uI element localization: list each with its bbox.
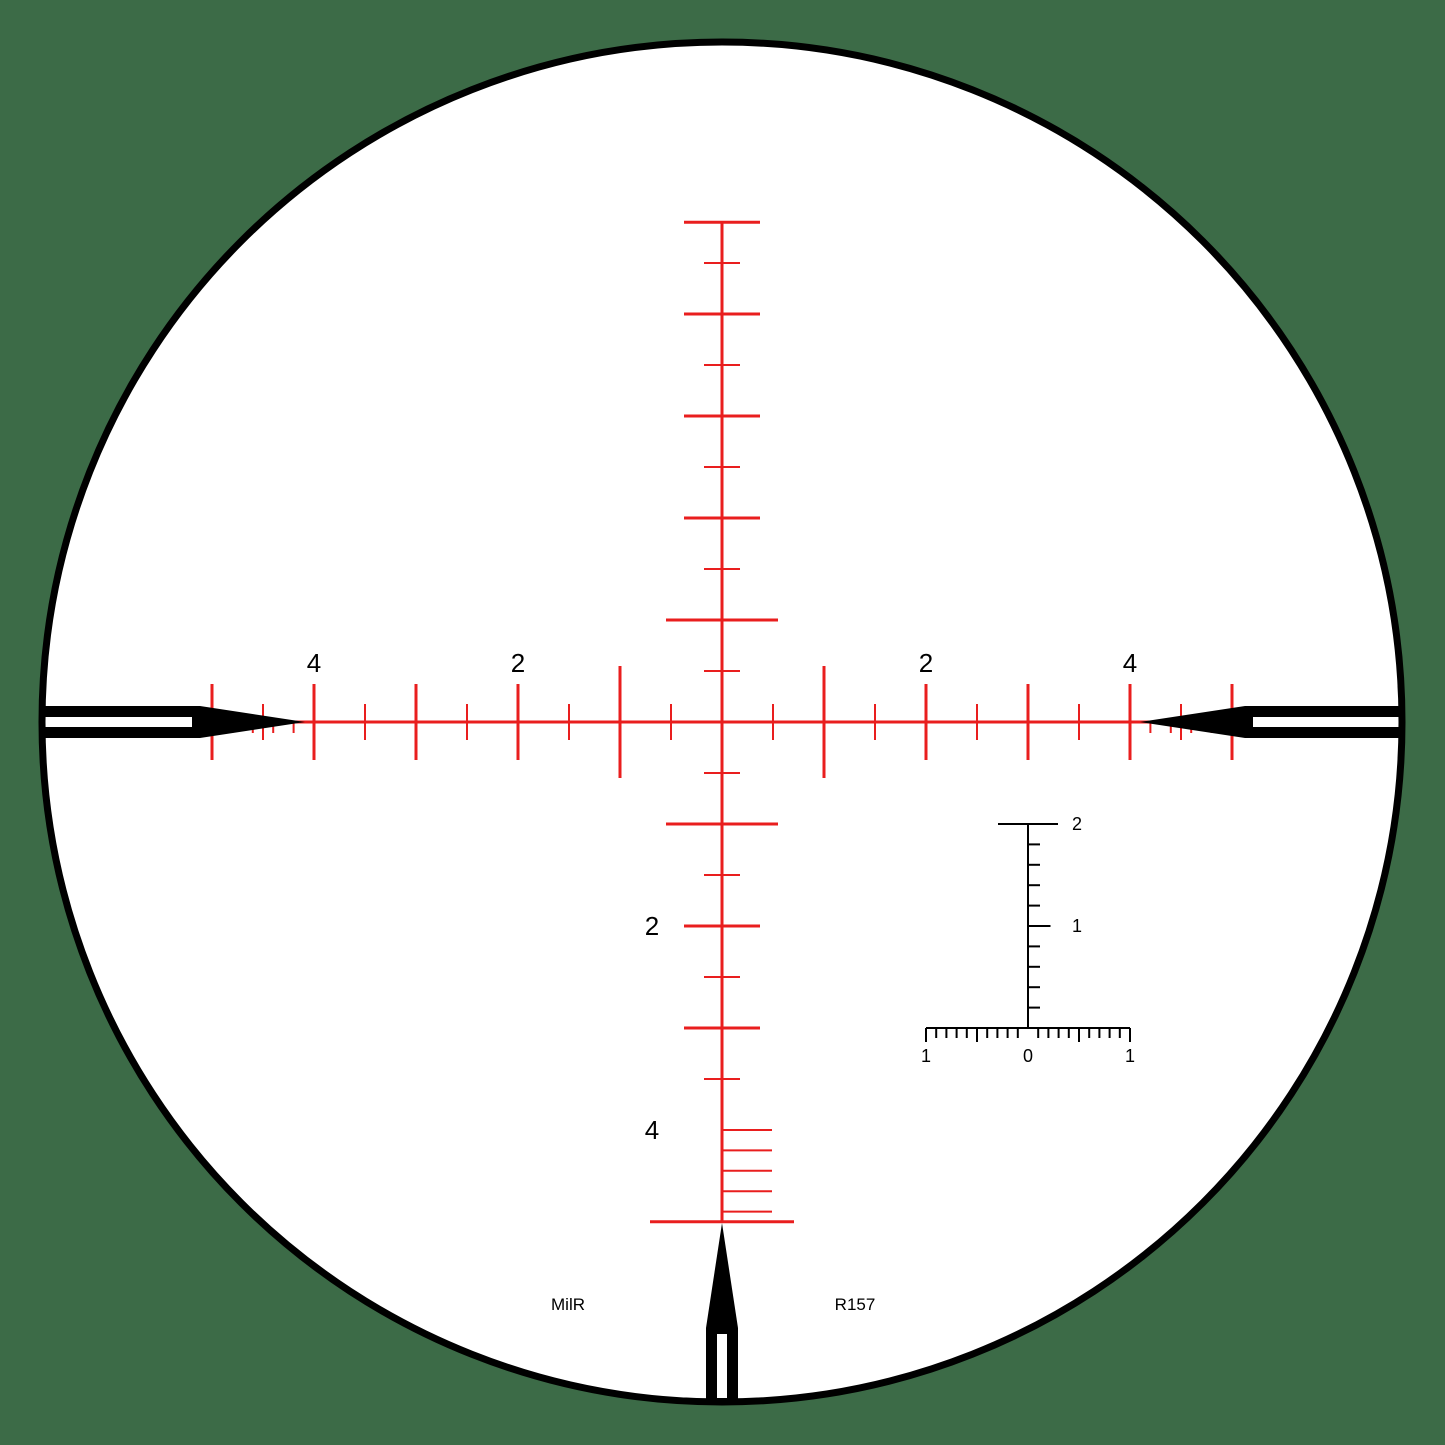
- svg-text:1: 1: [1072, 916, 1082, 936]
- h-label: 4: [307, 648, 321, 678]
- footer-right: R157: [835, 1295, 876, 1314]
- h-label: 2: [511, 648, 525, 678]
- svg-text:1: 1: [921, 1046, 931, 1066]
- footer-left: MilR: [551, 1295, 585, 1314]
- v-label: 4: [645, 1115, 659, 1145]
- svg-text:0: 0: [1023, 1046, 1033, 1066]
- h-label: 2: [919, 648, 933, 678]
- svg-text:2: 2: [1072, 814, 1082, 834]
- svg-text:1: 1: [1125, 1046, 1135, 1066]
- reticle-diagram: 4 2 2 4 2 4 2 1 1 0 1 MilR R157: [0, 0, 1445, 1445]
- h-label: 4: [1123, 648, 1137, 678]
- v-label: 2: [645, 911, 659, 941]
